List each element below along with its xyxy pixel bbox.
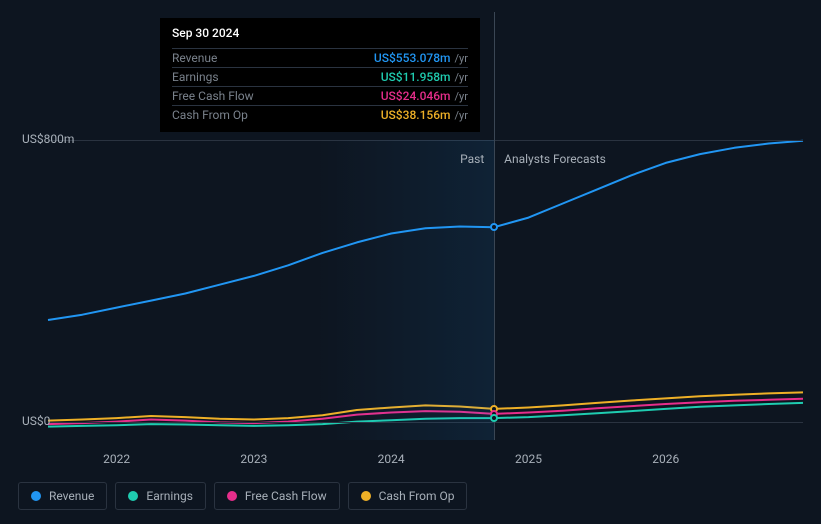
highlight-region	[48, 140, 494, 440]
past-label: Past	[460, 152, 484, 166]
x-axis-label: 2023	[240, 452, 267, 466]
tooltip-date: Sep 30 2024	[172, 26, 468, 44]
legend-item-earnings[interactable]: Earnings	[115, 482, 206, 510]
x-axis-label: 2024	[378, 452, 405, 466]
legend-item-free_cash_flow[interactable]: Free Cash Flow	[214, 482, 340, 510]
x-axis: 2022 2023 2024 2025 2026	[18, 452, 803, 468]
x-axis-label: 2026	[652, 452, 679, 466]
tooltip-row-earnings: Earnings US$11.958m/yr	[172, 67, 468, 86]
tooltip-row-label: Free Cash Flow	[172, 89, 282, 103]
tooltip-row-unit: /yr	[455, 90, 468, 103]
tooltip-row-unit: /yr	[455, 52, 468, 65]
chart-area: US$800m US$0 Past Analysts Forecasts 202…	[18, 0, 803, 474]
tooltip-row-free_cash_flow: Free Cash Flow US$24.046m/yr	[172, 86, 468, 105]
legend-label: Revenue	[49, 489, 94, 503]
tooltip-row-label: Revenue	[172, 51, 282, 65]
tooltip-row-value: US$11.958m	[381, 70, 451, 84]
tooltip-row-unit: /yr	[455, 109, 468, 122]
tooltip: Sep 30 2024 RevenueUS$553.078m/yrEarning…	[160, 18, 480, 132]
legend-item-revenue[interactable]: Revenue	[18, 482, 107, 510]
hover-marker-revenue	[490, 223, 498, 231]
tooltip-row-label: Earnings	[172, 70, 282, 84]
legend: Revenue Earnings Free Cash Flow Cash From O…	[18, 482, 467, 510]
legend-swatch-icon	[361, 491, 371, 501]
tooltip-row-cash_from_op: Cash From Op US$38.156m/yr	[172, 105, 468, 124]
forecast-label: Analysts Forecasts	[504, 152, 606, 166]
legend-swatch-icon	[128, 491, 138, 501]
tooltip-row-value: US$38.156m	[381, 108, 451, 122]
legend-item-cash_from_op[interactable]: Cash From Op	[348, 482, 468, 510]
x-axis-label: 2022	[103, 452, 130, 466]
tooltip-row-unit: /yr	[455, 71, 468, 84]
tooltip-row-value: US$553.078m	[374, 51, 451, 65]
y-axis-label: US$800m	[22, 132, 74, 146]
legend-label: Cash From Op	[379, 489, 455, 503]
tooltip-row-value: US$24.046m	[381, 89, 451, 103]
y-axis-label: US$0	[22, 414, 50, 428]
hover-marker-earnings	[490, 414, 498, 422]
x-axis-label: 2025	[515, 452, 542, 466]
tooltip-row-label: Cash From Op	[172, 108, 282, 122]
tooltip-row-revenue: Revenue US$553.078m/yr	[172, 48, 468, 67]
legend-swatch-icon	[31, 491, 41, 501]
legend-label: Earnings	[146, 489, 193, 503]
legend-label: Free Cash Flow	[245, 489, 327, 503]
legend-swatch-icon	[227, 491, 237, 501]
